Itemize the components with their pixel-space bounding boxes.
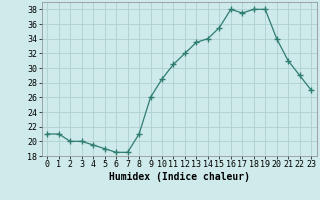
X-axis label: Humidex (Indice chaleur): Humidex (Indice chaleur) — [109, 172, 250, 182]
